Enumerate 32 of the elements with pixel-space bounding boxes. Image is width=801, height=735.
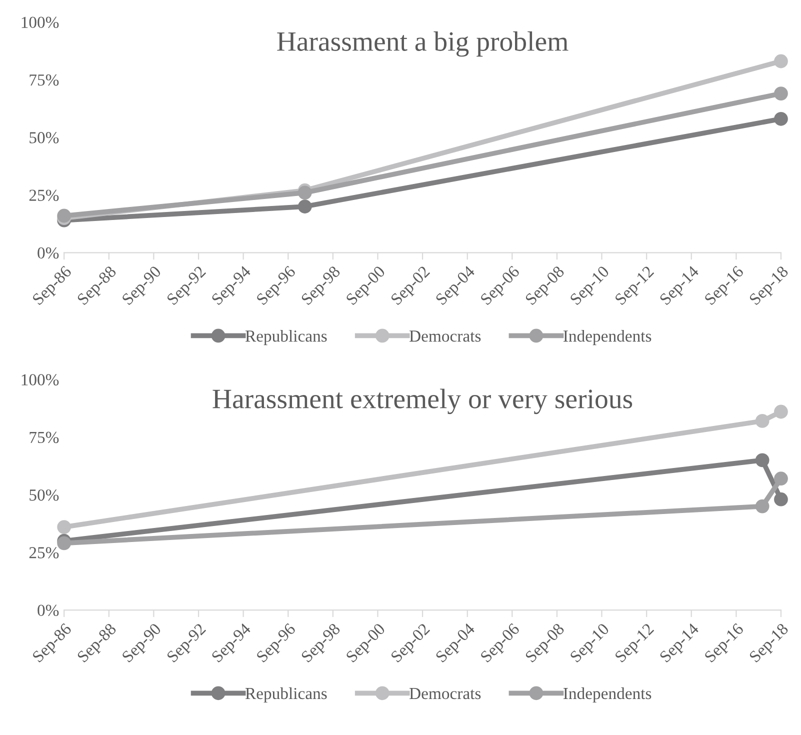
point <box>57 208 72 223</box>
point <box>774 404 788 419</box>
y-tick-label: 25% <box>29 547 59 558</box>
legend-label: Democrats <box>410 688 481 700</box>
y-tick-label: 100% <box>22 374 59 386</box>
y-tick-label: 75% <box>30 74 59 86</box>
point <box>755 453 770 468</box>
point <box>774 472 788 486</box>
y-tick-label: 100% <box>22 16 59 28</box>
point <box>774 492 788 506</box>
point <box>755 499 770 514</box>
y-tick-label: 50% <box>30 489 59 501</box>
y-tick-label: 25% <box>29 190 59 201</box>
y-tick-label: 0% <box>38 247 59 259</box>
chart-title: Harassment a big problem <box>277 31 568 57</box>
point <box>57 536 72 550</box>
legend-label: Republicans <box>245 687 327 703</box>
chart-title: Harassment extremely or very serious <box>212 388 632 414</box>
legend-label: Independents <box>563 687 652 703</box>
point <box>774 54 788 68</box>
legend-label: Democrats <box>410 330 481 342</box>
point <box>298 200 312 214</box>
point <box>755 414 770 428</box>
point <box>774 112 788 126</box>
legend-label: Independents <box>563 330 652 346</box>
point <box>57 520 72 534</box>
y-tick-label: 50% <box>30 132 59 144</box>
y-tick-label: 0% <box>38 604 59 616</box>
point <box>774 86 788 100</box>
legend-label: Republicans <box>245 330 327 346</box>
y-tick-label: 75% <box>30 432 59 444</box>
point <box>298 186 312 200</box>
